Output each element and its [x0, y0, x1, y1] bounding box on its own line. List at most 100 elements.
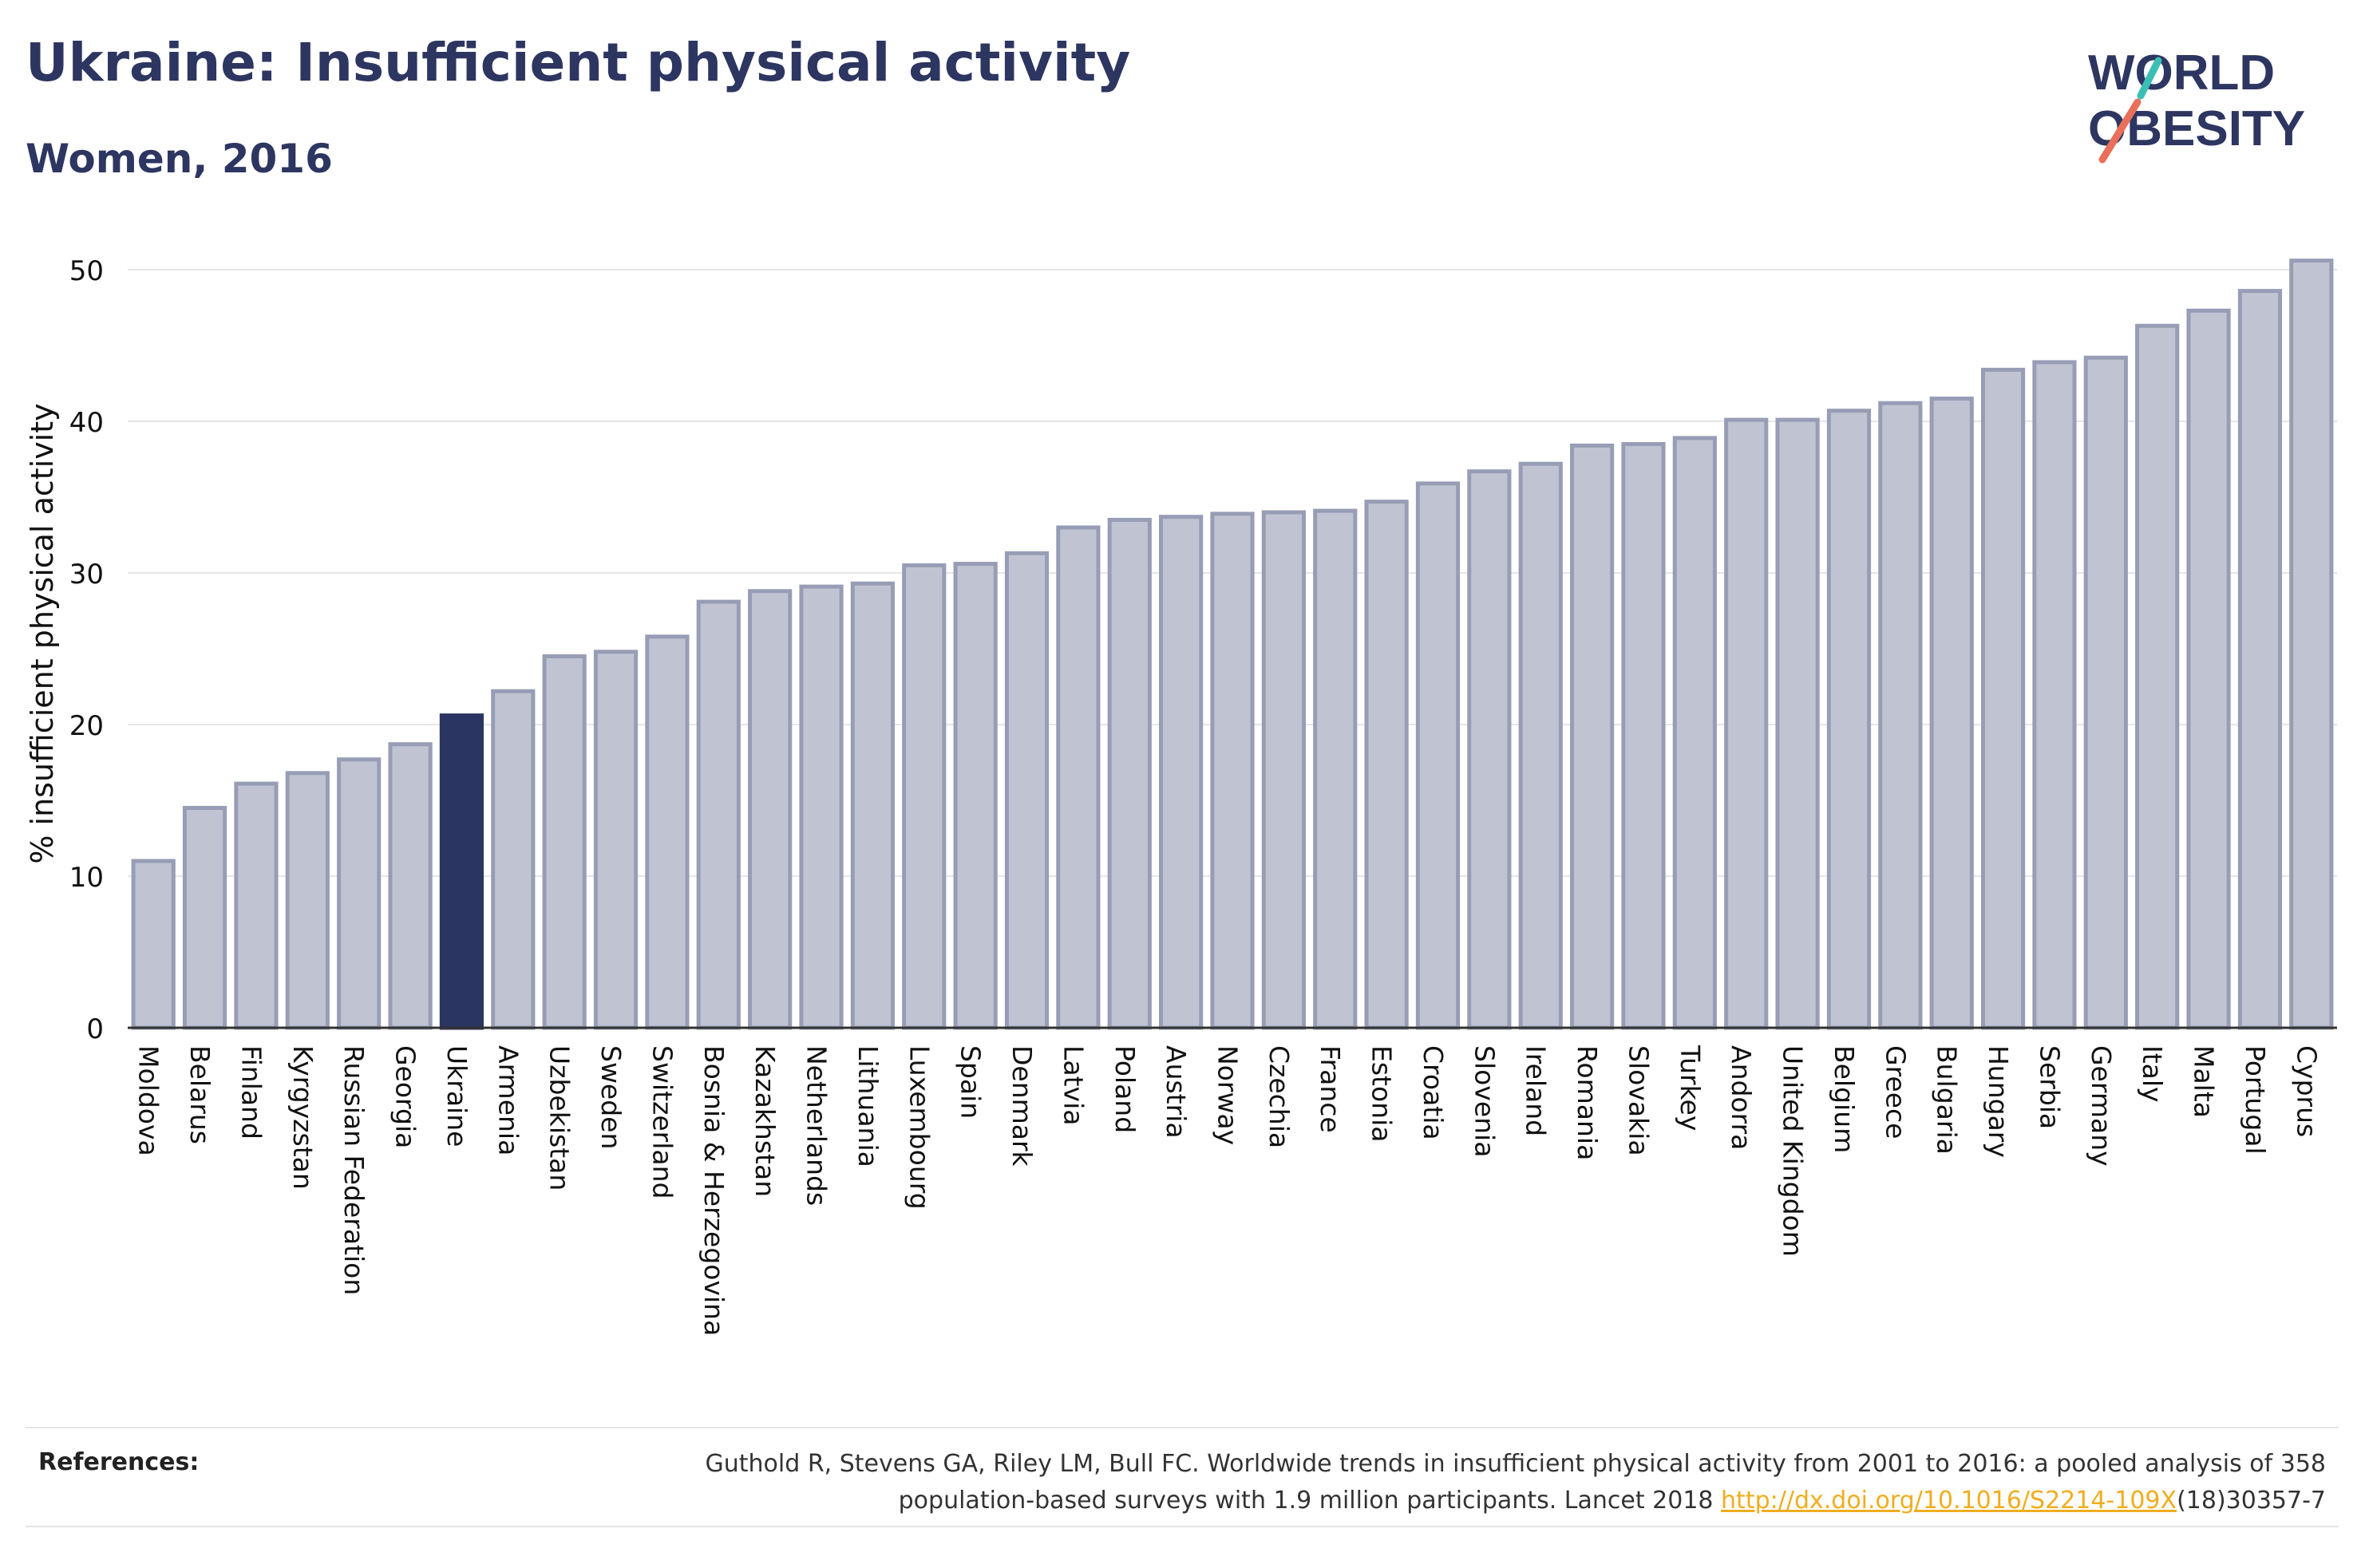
bar-chart: 0 10 20 30 40 50 Moldova Belarus Finland Kyrgyzst…: [25, 255, 2337, 1336]
bar-latvia[interactable]: [1056, 525, 1101, 1030]
bar-belarus[interactable]: [182, 806, 227, 1030]
x-tick-label: Luxembourg: [904, 1045, 935, 1210]
logo-line1: WORLD: [2088, 45, 2275, 101]
bar-austria[interactable]: [1159, 515, 1204, 1030]
x-tick-label: Denmark: [1006, 1045, 1038, 1167]
bar-estonia[interactable]: [1364, 500, 1409, 1030]
bar-netherlands[interactable]: [799, 584, 844, 1030]
x-tick-label: Romania: [1572, 1045, 1603, 1160]
bar-denmark[interactable]: [1004, 551, 1050, 1030]
x-tick-label: Italy: [2137, 1045, 2168, 1103]
references-top-rule: [26, 1427, 2339, 1428]
bar-russian-federation[interactable]: [337, 757, 382, 1030]
axes: 0 10 20 30 40 50 Moldova Belarus Finland Kyrgyzst…: [69, 255, 2337, 1336]
bar-germany[interactable]: [2083, 355, 2128, 1030]
bar-georgia[interactable]: [388, 742, 433, 1030]
y-tick-label: 20: [69, 710, 104, 742]
references-label: References:: [38, 1448, 200, 1476]
bar-united-kingdom[interactable]: [1775, 417, 1820, 1030]
bar-moldova[interactable]: [131, 859, 176, 1030]
bar-lithuania[interactable]: [850, 581, 896, 1030]
y-tick-label: 40: [69, 407, 104, 439]
bar-poland[interactable]: [1107, 518, 1152, 1030]
y-tick-label: 10: [69, 862, 104, 894]
x-tick-label: Turkey: [1675, 1045, 1706, 1131]
bar-portugal[interactable]: [2237, 289, 2283, 1030]
x-tick-label: Hungary: [1983, 1045, 2014, 1158]
bars: [131, 259, 2334, 1030]
x-tick-label: Belarus: [184, 1045, 216, 1144]
x-tick-label: Slovakia: [1623, 1045, 1654, 1156]
reference-line-2: population-based surveys with 1.9 millio…: [650, 1483, 2326, 1519]
bar-croatia[interactable]: [1415, 481, 1461, 1030]
reference-line-2-suffix: (18)30357-7: [2177, 1487, 2326, 1515]
bar-turkey[interactable]: [1672, 436, 1717, 1030]
x-tick-label: Portugal: [2240, 1045, 2271, 1155]
bar-uzbekistan[interactable]: [542, 654, 587, 1030]
x-tick-label: Kyrgyzstan: [287, 1045, 318, 1190]
x-tick-label: Czechia: [1264, 1045, 1295, 1148]
x-tick-label: Austria: [1161, 1045, 1192, 1139]
x-tick-label: Netherlands: [801, 1045, 832, 1206]
x-tick-label: Serbia: [2034, 1045, 2065, 1129]
x-tick-label: Andorra: [1726, 1045, 1757, 1150]
bar-ukraine[interactable]: [439, 713, 484, 1030]
bar-belgium[interactable]: [1826, 409, 1872, 1030]
x-tick-label: Poland: [1109, 1045, 1141, 1133]
x-tick-label: Finland: [235, 1045, 267, 1139]
bar-malta[interactable]: [2186, 308, 2231, 1030]
bar-kazakhstan[interactable]: [748, 589, 793, 1030]
x-tick-label: Belgium: [1829, 1045, 1860, 1153]
logo-slash-bottom: [2098, 98, 2142, 164]
x-tick-label: Germany: [2086, 1045, 2117, 1167]
x-tick-label: Ireland: [1521, 1045, 1552, 1136]
bar-greece[interactable]: [1878, 401, 1923, 1030]
bar-bosnia-herzegovina[interactable]: [696, 599, 741, 1030]
bar-andorra[interactable]: [1724, 417, 1769, 1030]
x-tick-label: Armenia: [492, 1045, 524, 1155]
y-tick-label: 0: [86, 1013, 104, 1045]
bar-italy[interactable]: [2135, 323, 2180, 1030]
bar-norway[interactable]: [1210, 511, 1255, 1030]
bar-cyprus[interactable]: [2289, 259, 2334, 1030]
x-tick-label: Kazakhstan: [749, 1045, 781, 1197]
x-tick-label: Bosnia & Herzegovina: [698, 1045, 730, 1336]
x-tick-label: Latvia: [1058, 1045, 1089, 1125]
x-tick-label: Malta: [2189, 1045, 2220, 1118]
bar-spain[interactable]: [953, 562, 998, 1030]
bar-kyrgyzstan[interactable]: [285, 771, 330, 1030]
bar-switzerland[interactable]: [645, 634, 690, 1030]
x-tick-label: Ukraine: [441, 1045, 473, 1147]
x-tick-label: Estonia: [1366, 1045, 1398, 1142]
bar-france[interactable]: [1313, 508, 1358, 1030]
bar-armenia[interactable]: [491, 689, 536, 1030]
bar-finland[interactable]: [234, 781, 279, 1030]
x-tick-label: Greece: [1880, 1045, 1911, 1139]
page-subtitle: Women, 2016: [26, 136, 333, 182]
bar-ireland[interactable]: [1518, 461, 1563, 1030]
x-tick-label: Croatia: [1418, 1045, 1449, 1140]
x-tick-label: Spain: [955, 1045, 987, 1119]
bar-serbia[interactable]: [2032, 360, 2077, 1030]
bar-czechia[interactable]: [1261, 510, 1306, 1030]
x-tick-label: Georgia: [390, 1045, 421, 1148]
bar-hungary[interactable]: [1980, 367, 2026, 1030]
y-tick-label: 30: [69, 559, 104, 590]
x-tick-label: Bulgaria: [1932, 1045, 1963, 1155]
page-title: Ukraine: Insufficient physical activity: [26, 32, 1131, 93]
bar-bulgaria[interactable]: [1929, 397, 1974, 1030]
bar-luxembourg[interactable]: [902, 563, 947, 1030]
bar-slovenia[interactable]: [1467, 469, 1512, 1030]
x-tick-label: Lithuania: [852, 1045, 884, 1167]
x-tick-label: France: [1315, 1045, 1346, 1133]
bar-romania[interactable]: [1569, 443, 1615, 1030]
y-tick-label: 50: [69, 255, 104, 287]
x-tick-label: Russian Federation: [338, 1045, 370, 1295]
references-text: Guthold R, Stevens GA, Riley LM, Bull FC…: [650, 1446, 2326, 1519]
doi-link[interactable]: http://dx.doi.org/10.1016/S2214-109X: [1721, 1487, 2177, 1515]
bar-slovakia[interactable]: [1621, 442, 1666, 1030]
logo-slash-top: [2137, 57, 2162, 100]
references-bottom-rule: [26, 1526, 2339, 1527]
bar-sweden[interactable]: [593, 650, 639, 1030]
x-tick-label: Moldova: [133, 1045, 164, 1156]
